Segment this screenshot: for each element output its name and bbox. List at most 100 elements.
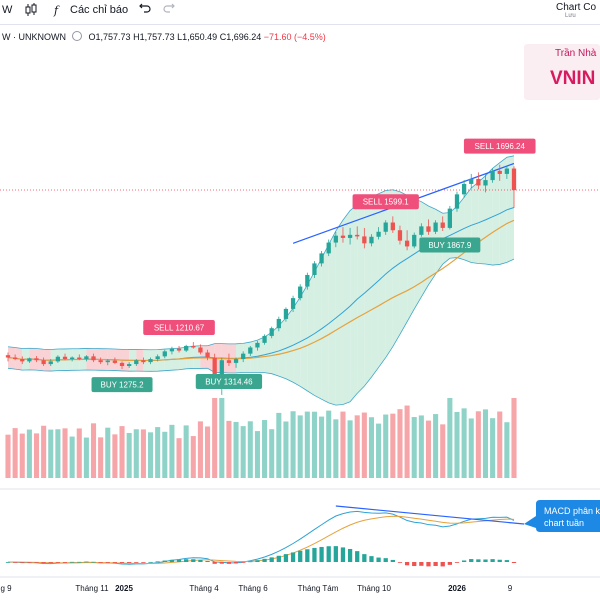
macd-histogram-bar	[369, 556, 374, 562]
save-label[interactable]: Lưu	[565, 13, 576, 19]
candle-body	[241, 353, 246, 360]
macd-histogram-bar	[397, 562, 403, 563]
volume-bar	[447, 398, 453, 478]
candle-body	[276, 318, 281, 329]
volume-bar	[504, 422, 510, 478]
volume-bar	[26, 429, 32, 478]
redo-icon[interactable]	[162, 2, 176, 19]
macd-histogram-bar	[48, 562, 53, 563]
symbol-name[interactable]: W · UNKNOWN	[2, 32, 66, 42]
price-change: −71.60 (−4.5%)	[263, 32, 326, 42]
volume-bar	[83, 437, 89, 478]
volume-bar	[155, 427, 161, 478]
macd-histogram-bar	[447, 562, 452, 565]
candle-body	[98, 360, 103, 363]
macd-histogram-bar	[219, 562, 224, 564]
volume-bar	[205, 426, 211, 478]
macd-histogram-bar	[255, 560, 260, 562]
visibility-icon[interactable]	[72, 31, 82, 41]
volume-bar	[333, 419, 339, 478]
undo-icon[interactable]	[138, 2, 152, 19]
volume-bar	[311, 411, 317, 478]
volume-bar	[433, 414, 439, 478]
candle-body	[476, 178, 481, 186]
bollinger-fill-segment	[414, 198, 422, 310]
macd-histogram-bar	[55, 562, 61, 563]
candle-body	[55, 356, 61, 362]
candle-body	[397, 230, 403, 241]
promo-author: Trần Nhà	[555, 48, 597, 59]
x-tick-label: Tháng 11	[75, 584, 109, 593]
macd-histogram-bar	[112, 562, 118, 563]
volume-bar	[105, 427, 111, 478]
indicators-button[interactable]: Các chỉ báo	[70, 4, 129, 16]
candle-body	[141, 360, 146, 363]
bollinger-fill-segment	[285, 308, 294, 383]
macd-histogram-bar	[98, 562, 103, 563]
volume-bar	[147, 432, 154, 478]
candle-body	[319, 253, 324, 264]
macd-histogram-bar	[483, 559, 488, 562]
bollinger-fill-segment	[321, 244, 329, 403]
volume-bar	[33, 433, 40, 478]
bollinger-fill-segment	[485, 168, 493, 266]
candle-body	[490, 170, 495, 181]
fx-icon[interactable]: f	[54, 4, 59, 17]
bollinger-fill-segment	[407, 195, 415, 322]
candle-body	[155, 356, 160, 360]
candle-body	[148, 359, 153, 363]
bollinger-fill-segment	[314, 258, 322, 400]
candles-icon[interactable]	[24, 2, 38, 21]
macd-histogram-bar	[426, 562, 431, 567]
bollinger-fill-segment	[492, 162, 500, 266]
macd-histogram-bar	[497, 559, 502, 562]
macd-histogram-bar	[340, 547, 346, 562]
macd-histogram-bar	[70, 561, 75, 563]
macd-histogram-bar	[376, 557, 381, 562]
signal-label-box	[463, 138, 536, 154]
macd-histogram-bar	[233, 562, 239, 564]
macd-histogram-bar	[461, 560, 467, 562]
candle-body	[41, 360, 46, 365]
candle-body	[212, 357, 217, 378]
bollinger-fill-segment	[328, 230, 336, 406]
candle-body	[184, 345, 189, 351]
volume-bar	[390, 413, 396, 478]
macd-histogram-bar	[269, 557, 274, 562]
macd-histogram-bar	[27, 562, 32, 563]
bollinger-fill-segment	[357, 200, 365, 394]
x-tick-label: Tháng 6	[238, 584, 268, 593]
macd-histogram-bar	[148, 561, 153, 563]
macd-histogram-bar	[262, 558, 267, 562]
candle-body	[483, 180, 488, 186]
candle-body	[326, 242, 331, 254]
candle-body	[226, 360, 232, 363]
macd-annotation: MACD phân kỳ chart tuần	[524, 500, 600, 532]
macd-annotation-bubble	[524, 500, 600, 532]
bollinger-fill-segment	[307, 271, 315, 396]
macd-histogram-bar	[205, 561, 210, 562]
candle-body	[355, 234, 360, 237]
bollinger-fill-segment	[278, 317, 286, 379]
macd-histogram-bar	[319, 546, 324, 562]
volume-bar	[12, 428, 18, 478]
interval-label[interactable]: W	[2, 4, 13, 16]
macd-histogram-bar	[305, 549, 310, 562]
candle-body	[12, 357, 18, 360]
volume-bar	[482, 409, 489, 478]
candle-body	[119, 362, 125, 366]
candle-body	[298, 286, 303, 299]
candle-body	[461, 183, 467, 195]
macd-histogram-bar	[454, 562, 460, 563]
volume-bar	[219, 398, 225, 478]
volume-bar	[112, 434, 118, 478]
macd-histogram-bar	[390, 559, 395, 562]
volume-bar	[340, 411, 346, 478]
macd-histogram-bar	[347, 548, 353, 562]
macd-histogram-bar	[62, 562, 68, 563]
candle-body	[376, 231, 381, 237]
macd-histogram-bar	[419, 562, 424, 566]
chart-cover-label[interactable]: Chart Co	[555, 2, 596, 13]
macd-histogram-bar	[12, 562, 18, 563]
